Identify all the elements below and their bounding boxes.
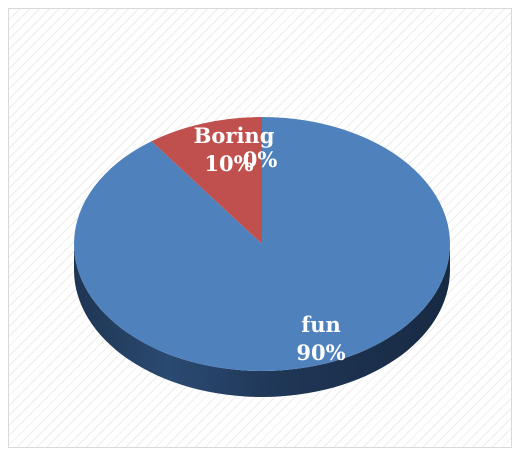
- pie-3d-side: [74, 244, 450, 397]
- slice-label-fun-percent: 90%: [296, 340, 345, 365]
- slice-label-empty-percent: 0%: [243, 147, 278, 172]
- chart-area: Boring 10% 0% fun 90%: [8, 8, 512, 448]
- pie-slice-fun: [73, 117, 450, 371]
- pie-data-labels: Boring 10% 0% fun 90%: [194, 123, 346, 365]
- pie-slices: [73, 117, 450, 371]
- slice-label-fun-category: fun: [301, 312, 341, 337]
- pie-slice-boring: [151, 117, 262, 244]
- pie-chart: Boring 10% 0% fun 90%: [73, 117, 450, 397]
- slice-label-boring-category: Boring: [194, 123, 275, 148]
- slice-label-boring-percent: 10%: [204, 151, 253, 176]
- pie-side-wall: [74, 244, 450, 397]
